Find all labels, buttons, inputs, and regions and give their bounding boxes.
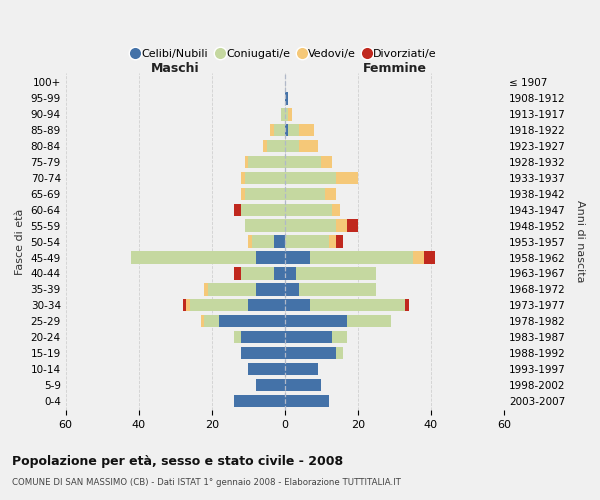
- Bar: [245, 188, 285, 200]
- Bar: [285, 299, 310, 312]
- Bar: [299, 124, 314, 136]
- Bar: [347, 220, 358, 232]
- Bar: [285, 362, 317, 375]
- Bar: [329, 236, 336, 248]
- Bar: [245, 220, 285, 232]
- Bar: [285, 188, 325, 200]
- Legend: Celibi/Nubili, Coniugati/e, Vedovi/e, Divorziati/e: Celibi/Nubili, Coniugati/e, Vedovi/e, Di…: [128, 45, 442, 64]
- Bar: [285, 378, 322, 391]
- Bar: [252, 236, 274, 248]
- Text: Maschi: Maschi: [151, 62, 200, 74]
- Bar: [245, 172, 285, 184]
- Bar: [413, 252, 424, 264]
- Bar: [332, 204, 340, 216]
- Bar: [248, 156, 285, 168]
- Bar: [336, 172, 358, 184]
- Bar: [241, 204, 285, 216]
- Bar: [296, 267, 376, 280]
- Bar: [336, 236, 343, 248]
- Bar: [256, 252, 285, 264]
- Bar: [205, 283, 208, 296]
- Bar: [285, 252, 310, 264]
- Bar: [322, 156, 332, 168]
- Bar: [299, 283, 376, 296]
- Bar: [248, 362, 285, 375]
- Bar: [285, 315, 347, 328]
- Bar: [285, 108, 289, 120]
- Y-axis label: Fasce di età: Fasce di età: [15, 208, 25, 275]
- Bar: [208, 283, 256, 296]
- Bar: [336, 220, 347, 232]
- Bar: [285, 331, 332, 344]
- Bar: [266, 140, 285, 152]
- Bar: [274, 267, 285, 280]
- Bar: [270, 124, 274, 136]
- Bar: [219, 315, 285, 328]
- Bar: [310, 252, 413, 264]
- Bar: [131, 252, 256, 264]
- Bar: [248, 236, 252, 248]
- Bar: [406, 299, 409, 312]
- Bar: [186, 299, 190, 312]
- Bar: [241, 172, 245, 184]
- Text: Femmine: Femmine: [362, 62, 427, 74]
- Bar: [245, 156, 248, 168]
- Bar: [201, 315, 205, 328]
- Bar: [285, 347, 336, 359]
- Bar: [274, 124, 285, 136]
- Bar: [190, 299, 248, 312]
- Bar: [332, 331, 347, 344]
- Bar: [285, 124, 289, 136]
- Bar: [281, 108, 285, 120]
- Bar: [285, 92, 289, 104]
- Bar: [289, 124, 299, 136]
- Bar: [285, 283, 299, 296]
- Bar: [182, 299, 186, 312]
- Bar: [289, 108, 292, 120]
- Bar: [310, 299, 406, 312]
- Bar: [233, 204, 241, 216]
- Bar: [256, 283, 285, 296]
- Bar: [285, 236, 329, 248]
- Bar: [299, 140, 317, 152]
- Bar: [285, 140, 299, 152]
- Bar: [241, 188, 245, 200]
- Bar: [241, 331, 285, 344]
- Bar: [285, 204, 332, 216]
- Bar: [347, 315, 391, 328]
- Bar: [256, 378, 285, 391]
- Bar: [233, 394, 285, 407]
- Text: Popolazione per età, sesso e stato civile - 2008: Popolazione per età, sesso e stato civil…: [12, 455, 343, 468]
- Bar: [285, 267, 296, 280]
- Bar: [263, 140, 266, 152]
- Bar: [285, 394, 329, 407]
- Bar: [241, 347, 285, 359]
- Bar: [325, 188, 336, 200]
- Bar: [336, 347, 343, 359]
- Bar: [285, 156, 322, 168]
- Y-axis label: Anni di nascita: Anni di nascita: [575, 200, 585, 283]
- Bar: [285, 220, 336, 232]
- Bar: [274, 236, 285, 248]
- Bar: [248, 299, 285, 312]
- Bar: [424, 252, 434, 264]
- Bar: [205, 315, 219, 328]
- Bar: [233, 331, 241, 344]
- Bar: [241, 267, 274, 280]
- Bar: [285, 172, 336, 184]
- Text: COMUNE DI SAN MASSIMO (CB) - Dati ISTAT 1° gennaio 2008 - Elaborazione TUTTITALI: COMUNE DI SAN MASSIMO (CB) - Dati ISTAT …: [12, 478, 401, 487]
- Bar: [233, 267, 241, 280]
